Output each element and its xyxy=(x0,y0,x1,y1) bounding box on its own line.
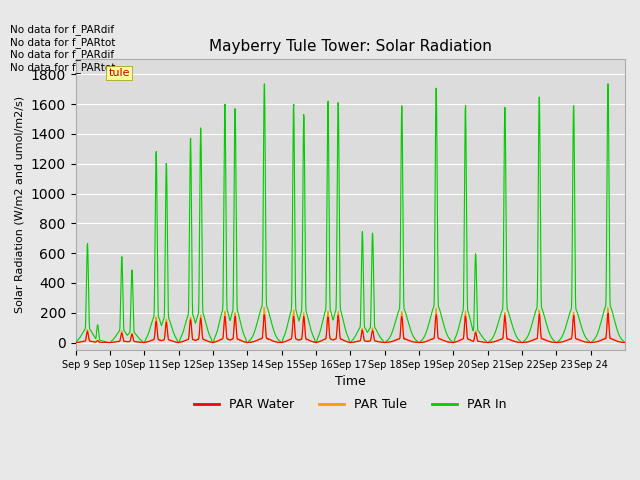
Text: tule: tule xyxy=(109,68,130,78)
X-axis label: Time: Time xyxy=(335,375,365,388)
Title: Mayberry Tule Tower: Solar Radiation: Mayberry Tule Tower: Solar Radiation xyxy=(209,39,492,54)
Legend: PAR Water, PAR Tule, PAR In: PAR Water, PAR Tule, PAR In xyxy=(189,394,511,417)
Text: No data for f_PARdif
No data for f_PARtot
No data for f_PARdif
No data for f_PAR: No data for f_PARdif No data for f_PARto… xyxy=(10,24,115,73)
Y-axis label: Solar Radiation (W/m2 and umol/m2/s): Solar Radiation (W/m2 and umol/m2/s) xyxy=(15,96,25,313)
